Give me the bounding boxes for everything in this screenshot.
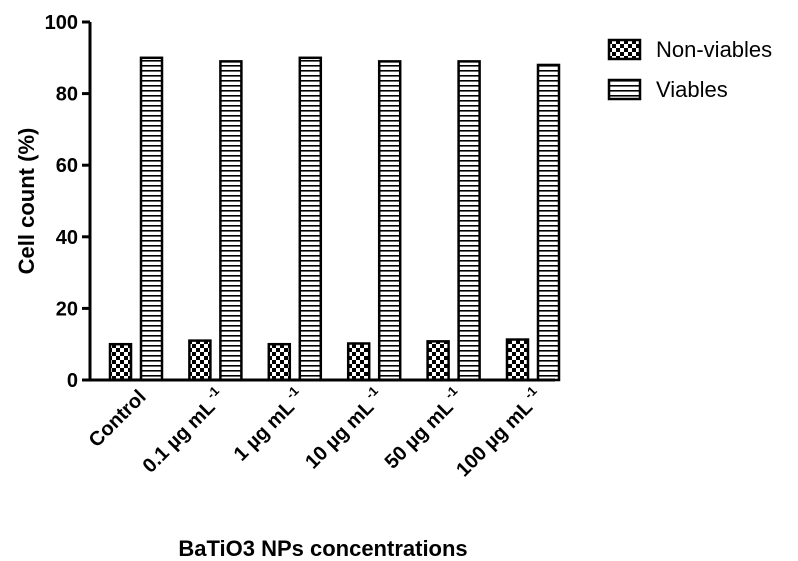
x-tick-label: 1 µg mL-1: [227, 383, 309, 465]
legend: Non-viables Viables: [607, 37, 772, 102]
x-tick-label: 0.1 µg mL-1: [136, 383, 230, 477]
y-tick-label: 60: [56, 155, 78, 177]
bar-non-viables: [108, 342, 133, 382]
x-axis-title: BaTiO3 NPs concentrations: [178, 536, 467, 561]
y-axis-title: Cell count (%): [14, 128, 39, 275]
bar-non-viables: [346, 342, 371, 382]
bar-non-viables: [426, 340, 450, 382]
x-tick-label: 50 µg mL-1: [378, 383, 468, 473]
bar-viables: [457, 60, 481, 382]
y-tick-label: 100: [45, 12, 78, 34]
y-tick-label: 80: [56, 84, 78, 106]
legend-swatch: [607, 78, 642, 101]
bar-non-viables: [505, 338, 530, 382]
bar-viables: [377, 60, 402, 382]
bar-viables: [298, 56, 323, 382]
bar-non-viables: [188, 339, 212, 382]
bar-viables: [536, 63, 561, 382]
bar-viables: [139, 56, 164, 382]
y-axis-ticks: 0 20 40 60 80 100: [45, 12, 90, 392]
bars: [108, 56, 561, 382]
y-tick-label: 0: [67, 370, 78, 392]
bar-viables: [219, 60, 243, 382]
x-tick-label: 100 µg mL-1: [449, 383, 547, 481]
x-tick-label: 10 µg mL-1: [298, 383, 388, 473]
legend-label: Non-viables: [656, 37, 772, 62]
legend-swatch: [607, 38, 642, 61]
y-tick-label: 20: [56, 298, 78, 320]
bar-non-viables: [267, 342, 292, 382]
x-tick-label: Control: [85, 386, 151, 452]
y-tick-label: 40: [56, 227, 78, 249]
legend-label: Viables: [656, 77, 728, 102]
